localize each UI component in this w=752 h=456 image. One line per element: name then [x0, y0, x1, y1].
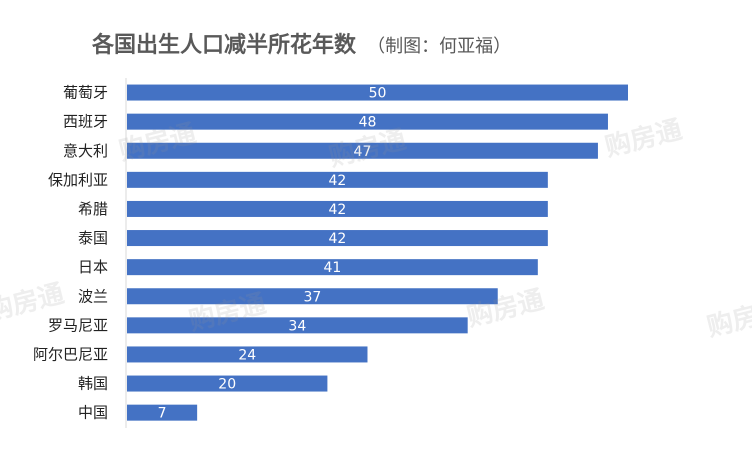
- bar: [127, 259, 538, 276]
- bar-row: 波兰 37: [78, 287, 498, 305]
- category-label: 希腊: [78, 200, 108, 218]
- value-label: 41: [323, 260, 341, 276]
- value-label: 7: [158, 406, 167, 422]
- category-label: 韩国: [78, 375, 108, 393]
- bar: [127, 346, 368, 363]
- category-label: 葡萄牙: [63, 84, 108, 102]
- category-label: 西班牙: [63, 113, 108, 131]
- value-label: 20: [218, 377, 236, 393]
- bar: [127, 288, 498, 305]
- bar-row: 日本 41: [78, 258, 538, 276]
- bar: [127, 142, 598, 159]
- value-label: 42: [329, 231, 347, 247]
- bar-row: 葡萄牙 50: [63, 84, 628, 102]
- bar: [127, 84, 628, 101]
- chart-title: 各国出生人口减半所花年数 （制图：何亚福）: [91, 32, 511, 58]
- category-label: 阿尔巴尼亚: [33, 345, 108, 363]
- bar: [127, 230, 548, 247]
- bar: [127, 375, 328, 392]
- bar-row: 韩国 20: [78, 375, 328, 393]
- chart-title-sub: （制图：何亚福）: [367, 36, 511, 57]
- bar: [127, 404, 198, 421]
- category-label: 意大利: [63, 142, 108, 160]
- bar-row: 泰国 42: [78, 229, 548, 247]
- value-label: 47: [354, 144, 372, 160]
- category-label: 日本: [78, 258, 108, 276]
- category-label: 泰国: [78, 229, 108, 247]
- chart-title-main: 各国出生人口减半所花年数: [91, 32, 357, 58]
- category-label: 中国: [78, 404, 108, 422]
- value-label: 42: [329, 202, 347, 218]
- bar-row: 意大利 47: [63, 142, 598, 160]
- bar-row: 保加利亚 42: [48, 171, 548, 189]
- category-label: 波兰: [78, 287, 108, 305]
- bar-row: 希腊 42: [78, 200, 548, 218]
- value-label: 34: [288, 318, 306, 334]
- category-label: 保加利亚: [48, 171, 108, 189]
- bar: [127, 317, 468, 334]
- bar: [127, 113, 608, 130]
- category-label: 罗马尼亚: [48, 316, 108, 334]
- bar-row: 阿尔巴尼亚 24: [33, 345, 368, 363]
- bar-row: 中国 7: [78, 404, 198, 422]
- bar: [127, 171, 548, 188]
- bar-row: 西班牙 48: [63, 113, 608, 131]
- value-label: 50: [369, 86, 387, 102]
- value-label: 37: [303, 289, 321, 305]
- value-label: 24: [238, 347, 256, 363]
- bar-row: 罗马尼亚 34: [48, 316, 468, 334]
- value-label: 42: [329, 173, 347, 189]
- bars-layer: 葡萄牙 50 西班牙 48 意大利 47 保加利亚 42 希腊 42 泰国 42 日本 41 波兰 37 罗马尼…: [33, 84, 628, 422]
- value-label: 48: [359, 115, 377, 131]
- bar: [127, 200, 548, 217]
